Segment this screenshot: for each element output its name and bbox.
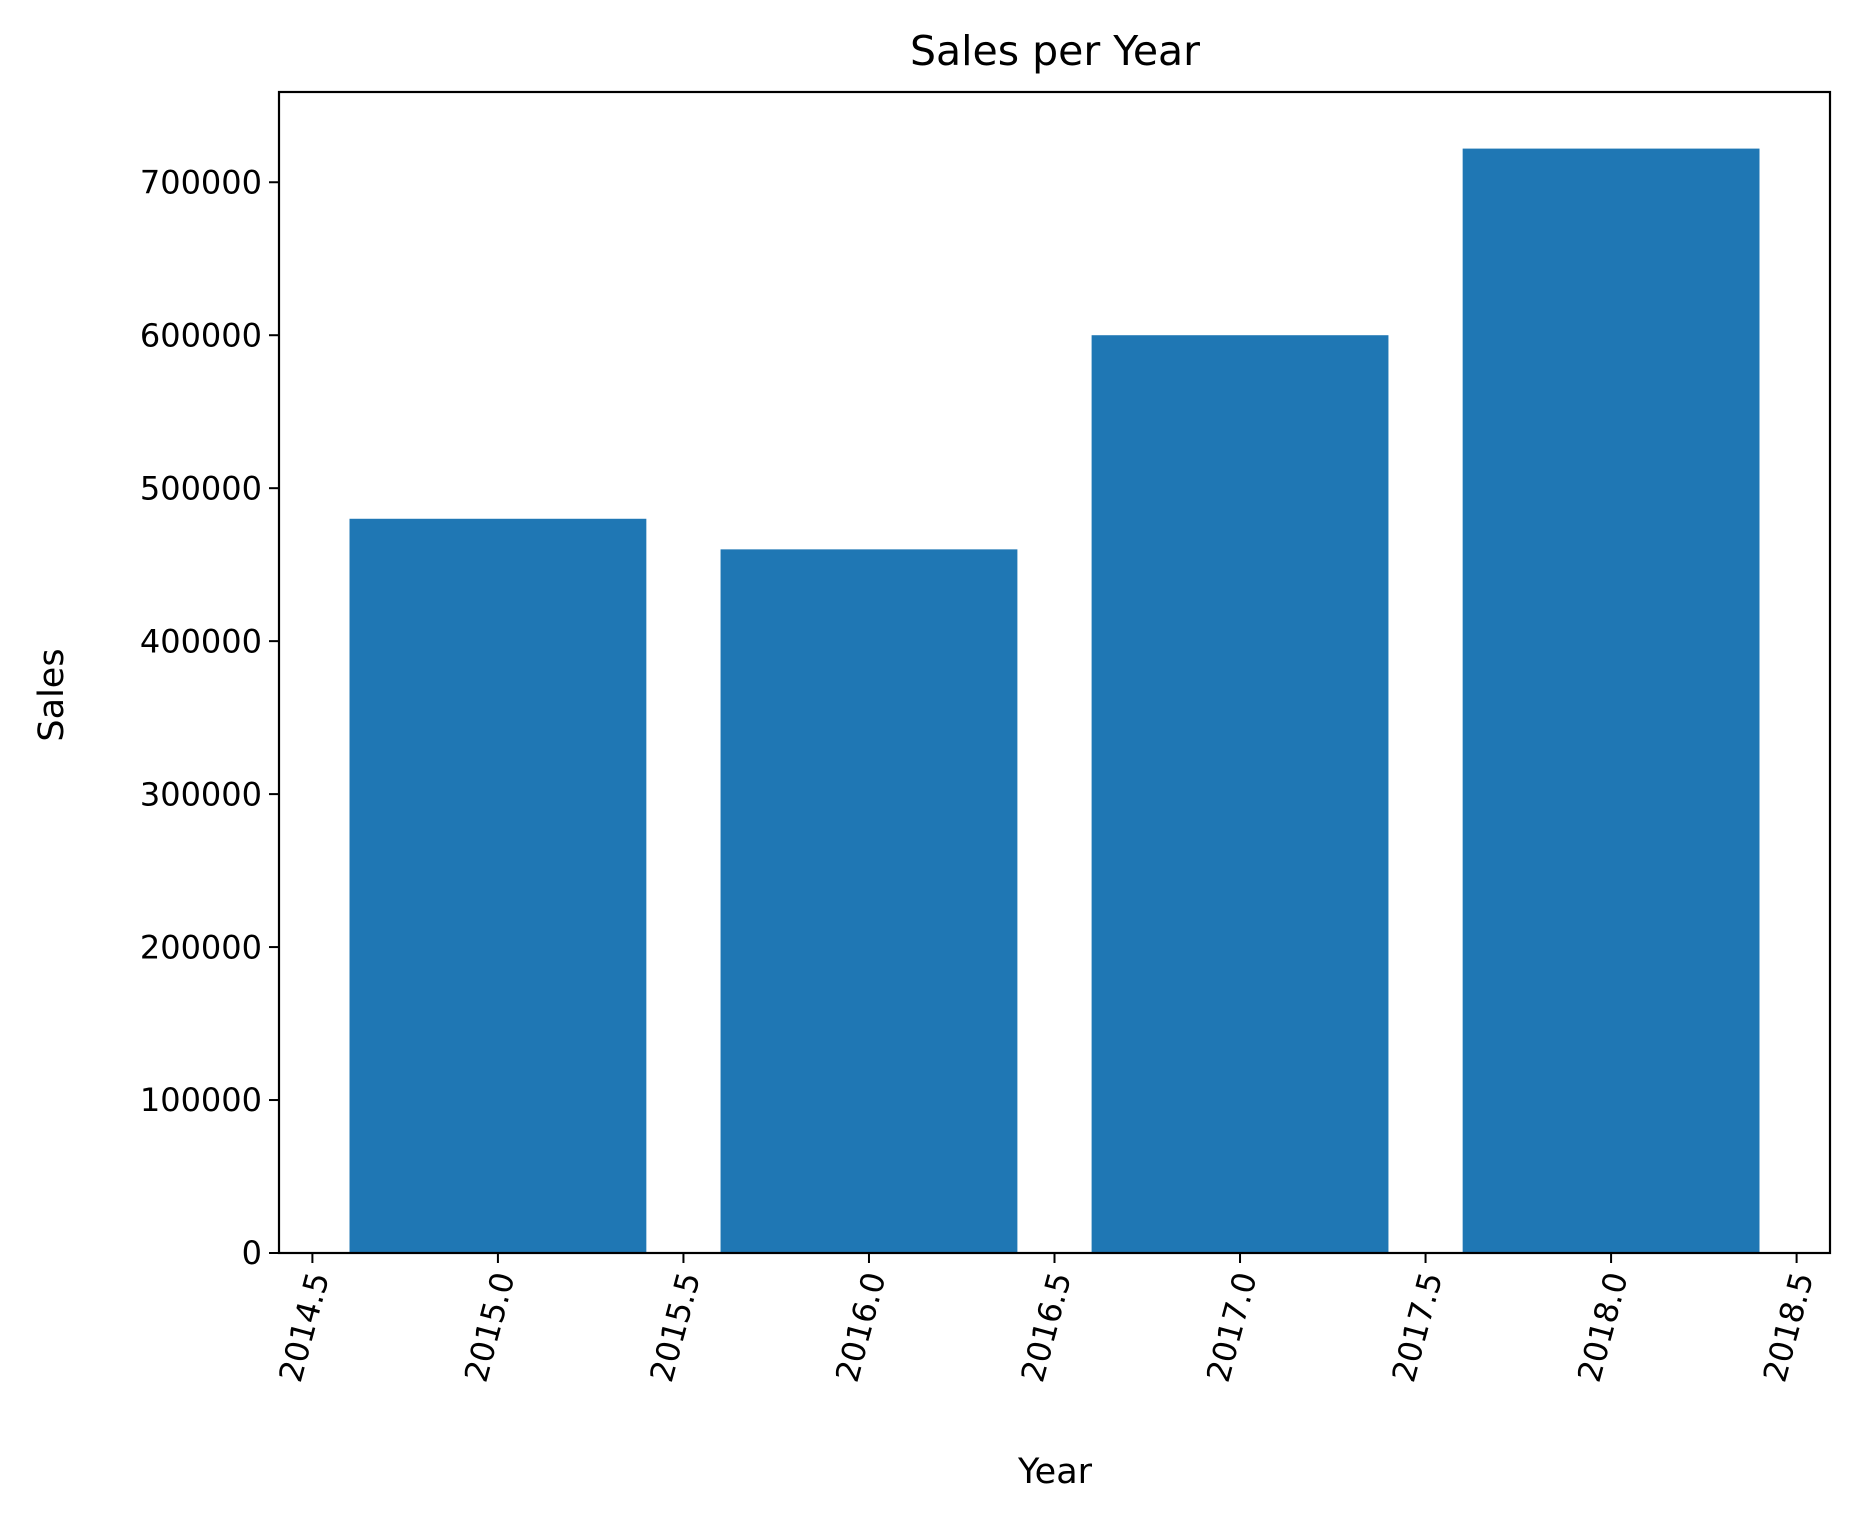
y-tick-label: 0	[242, 1234, 262, 1272]
x-axis-label: Year	[1017, 1452, 1093, 1492]
y-tick-label: 300000	[140, 775, 262, 813]
y-tick-label: 400000	[140, 622, 262, 660]
y-tick-label: 500000	[140, 469, 262, 507]
y-tick-label: 100000	[140, 1081, 262, 1119]
y-axis: 0 100000 200000 300000 400000 500000 600000 700…	[140, 163, 279, 1272]
y-axis-label: Sales	[32, 648, 72, 741]
bar-2016	[720, 549, 1018, 1253]
y-tick-label: 600000	[140, 316, 262, 354]
chart-title: Sales per Year	[910, 27, 1200, 75]
bars-group	[349, 148, 1760, 1254]
bar-2015	[349, 518, 647, 1253]
bar-2017	[1091, 335, 1389, 1253]
y-tick-label: 700000	[140, 163, 262, 201]
bar-2018	[1462, 148, 1760, 1254]
y-tick-label: 200000	[140, 928, 262, 966]
